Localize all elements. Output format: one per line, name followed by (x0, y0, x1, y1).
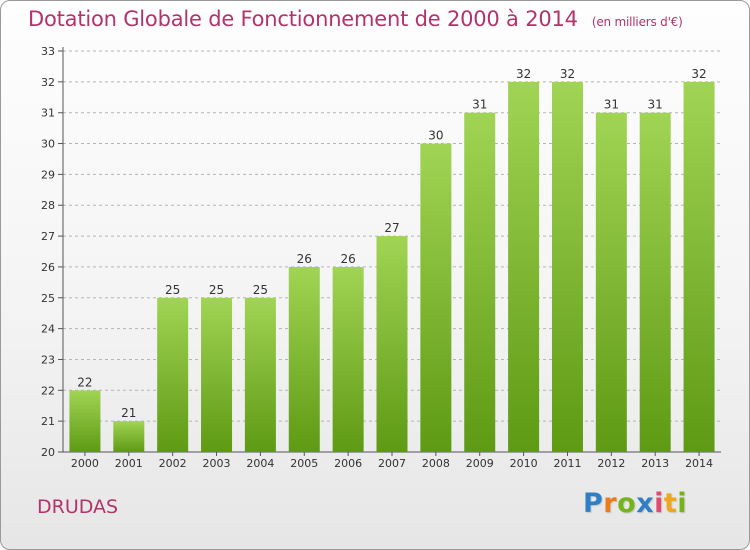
y-tick-label: 29 (41, 168, 55, 181)
data-label-2001: 21 (121, 406, 136, 420)
chart-title-text: Dotation Globale de Fonctionnement de 20… (28, 7, 578, 31)
bar-2008 (420, 143, 452, 453)
bar-2011 (551, 81, 583, 452)
x-tick-label-2004: 2004 (246, 457, 274, 470)
x-tick-label-2007: 2007 (378, 457, 406, 470)
y-tick-label: 23 (41, 353, 55, 366)
proxiti-logo: Proxiti (583, 488, 688, 519)
x-tick-label-2005: 2005 (290, 457, 318, 470)
data-label-2014: 32 (691, 67, 706, 81)
y-tick-label: 22 (41, 384, 55, 397)
data-label-2013: 31 (648, 98, 663, 112)
data-label-2007: 27 (384, 221, 399, 235)
bar-2010 (508, 81, 540, 452)
bar-2013 (639, 112, 671, 452)
bar-2003 (201, 297, 233, 452)
data-label-2002: 25 (165, 283, 180, 297)
data-label-2003: 25 (209, 283, 224, 297)
x-tick-label-2000: 2000 (71, 457, 99, 470)
data-label-2004: 25 (253, 283, 268, 297)
bar-2007 (376, 236, 408, 452)
y-tick-label: 32 (41, 76, 55, 89)
x-tick-labels: 2000 2001 2002 2003 2004 2005 2006 2007 2008 2009… (71, 457, 713, 470)
bars (69, 81, 715, 453)
chart-unit: (en milliers d'€) (591, 15, 683, 29)
x-tick-label-2002: 2002 (159, 457, 187, 470)
y-tick-label: 33 (41, 45, 55, 58)
x-tick-label-2001: 2001 (115, 457, 143, 470)
x-tick-label-2008: 2008 (422, 457, 450, 470)
y-tick-label: 27 (41, 230, 55, 243)
x-tick-label-2014: 2014 (685, 457, 713, 470)
data-label-2010: 32 (516, 67, 531, 81)
bar-2001 (113, 421, 145, 452)
data-label-2008: 30 (428, 129, 443, 143)
chart-title: Dotation Globale de Fonctionnement de 20… (28, 7, 683, 31)
bar-2005 (288, 266, 320, 452)
y-tick-label: 25 (41, 292, 55, 305)
y-tick-label: 28 (41, 199, 55, 212)
x-tick-label-2003: 2003 (203, 457, 231, 470)
bar-2014 (683, 81, 715, 452)
data-label-2000: 22 (77, 375, 92, 389)
x-tick-label-2010: 2010 (510, 457, 538, 470)
data-label-2012: 31 (604, 98, 619, 112)
x-tick-label-2009: 2009 (466, 457, 494, 470)
y-tick-label: 24 (41, 323, 55, 336)
data-label-2009: 31 (472, 98, 487, 112)
place-name: DRUDAS (37, 496, 119, 518)
x-tick-label-2011: 2011 (553, 457, 581, 470)
bar-2002 (157, 297, 189, 452)
bar-2012 (595, 112, 627, 452)
bar-2006 (332, 266, 364, 452)
bar-2000 (69, 390, 101, 452)
x-tick-label-2006: 2006 (334, 457, 362, 470)
y-tick-label: 26 (41, 261, 55, 274)
data-label-2011: 32 (560, 67, 575, 81)
data-label-2005: 26 (297, 252, 312, 266)
y-tick-label: 30 (41, 138, 55, 151)
x-tick-label-2012: 2012 (597, 457, 625, 470)
data-label-2006: 26 (340, 252, 355, 266)
data-labels: 22 21 25 25 25 26 26 27 30 31 32 32 31 31 32 (77, 67, 706, 420)
y-tick-label: 31 (41, 107, 55, 120)
bar-2004 (244, 297, 276, 452)
y-tick-labels: 20 21 22 23 24 25 26 27 28 29 30 31 32 33 (41, 45, 55, 459)
bar-2009 (464, 112, 496, 452)
y-tick-label: 21 (41, 415, 55, 428)
x-tick-label-2013: 2013 (641, 457, 669, 470)
y-tick-label: 20 (41, 446, 55, 459)
